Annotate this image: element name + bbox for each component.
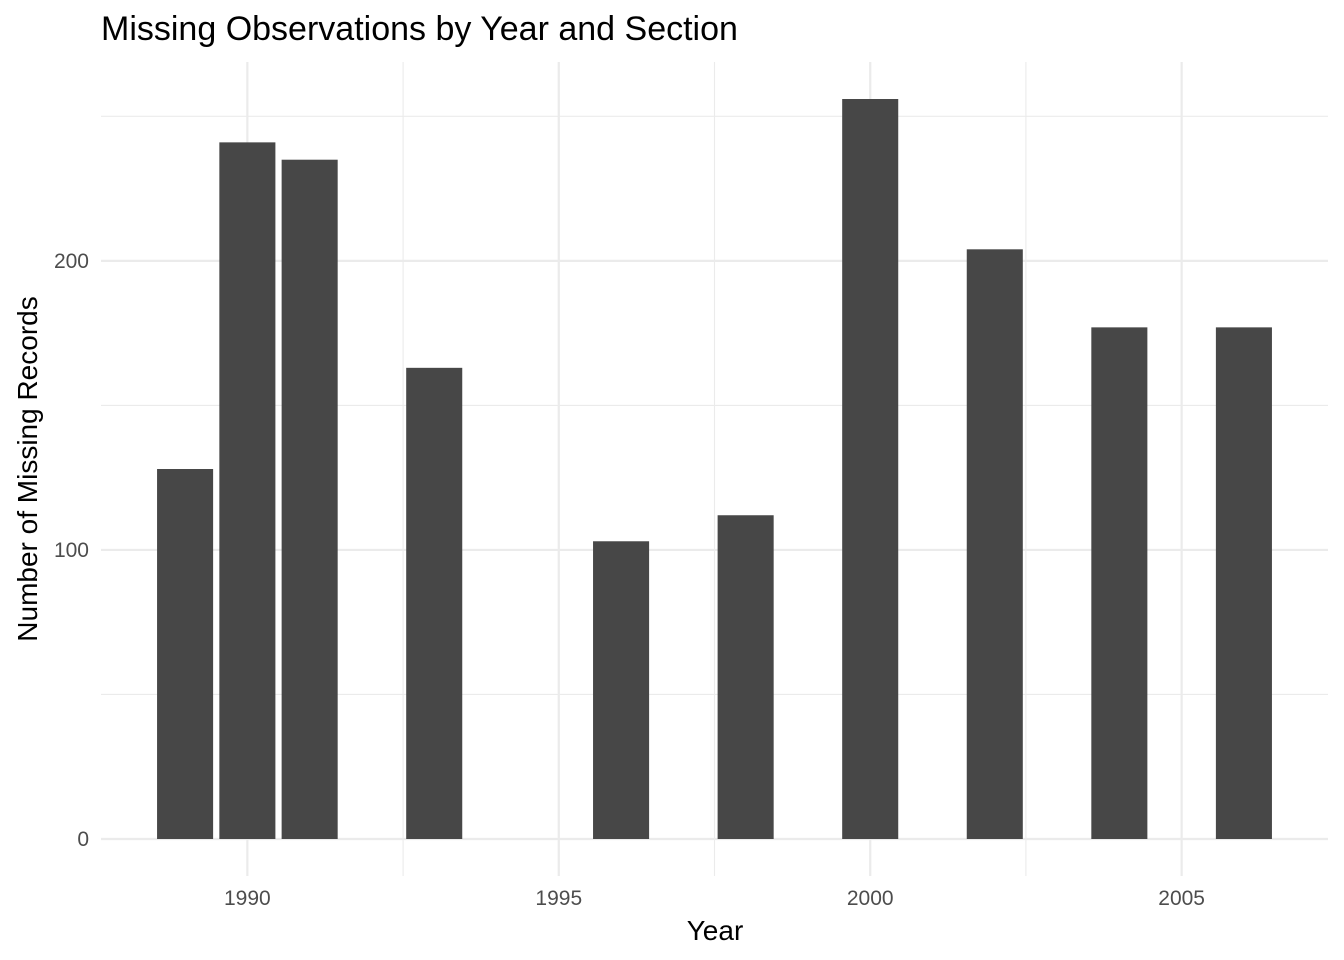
y-tick-label: 100: [54, 539, 89, 562]
y-axis-title: Number of Missing Records: [12, 296, 43, 641]
bar: [842, 99, 899, 839]
y-tick-label: 0: [77, 828, 89, 851]
y-tick-labels: 0 100 200: [54, 250, 89, 851]
x-tick-labels: 1990 1995 2000 2005: [224, 887, 1205, 910]
chart-title: Missing Observations by Year and Section: [101, 10, 738, 48]
bar: [1215, 327, 1272, 839]
bar: [406, 367, 463, 839]
bar: [1091, 327, 1148, 839]
bar: [966, 249, 1023, 839]
x-axis-title: Year: [687, 915, 744, 946]
bar: [219, 142, 276, 839]
y-tick-label: 200: [54, 250, 89, 273]
x-tick-label: 1995: [535, 887, 582, 910]
bar: [593, 541, 650, 839]
x-tick-label: 1990: [224, 887, 271, 910]
bar: [717, 515, 774, 839]
x-tick-label: 2000: [847, 887, 894, 910]
bar: [157, 469, 214, 839]
x-tick-label: 2005: [1158, 887, 1205, 910]
bar: [281, 159, 338, 839]
bars: [157, 99, 1272, 839]
